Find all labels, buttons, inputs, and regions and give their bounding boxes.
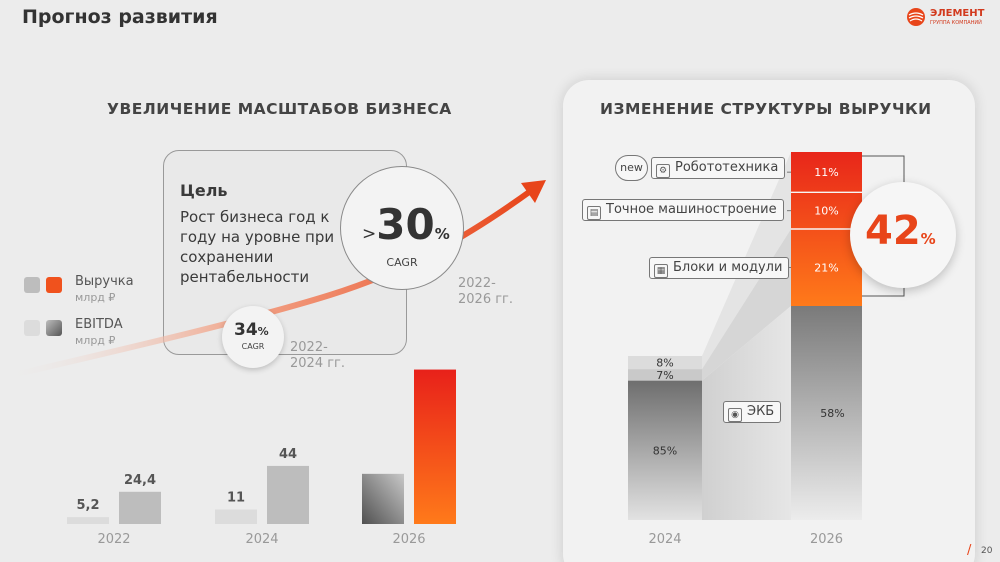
bar-label-2024-revenue: 44	[279, 447, 297, 462]
label-2024-machinery: 7%	[656, 369, 673, 382]
cagr-big-period: 2022- 2026 гг.	[458, 276, 514, 307]
callout-machinery: ▤ Точное машиностроение	[582, 199, 784, 221]
cagr-small-value: 34%	[234, 320, 269, 340]
bar-label-2024-ebitda: 11	[227, 490, 245, 505]
logo-name: ЭЛЕМЕНТ	[930, 8, 985, 19]
logo-mark-icon	[907, 8, 925, 26]
robot-arm-icon: ⚙	[656, 164, 670, 178]
label-2026-ekb: 58%	[820, 407, 844, 420]
legend-revenue-unit: млрд ₽	[75, 291, 116, 304]
page-title: Прогноз развития	[22, 6, 218, 28]
left-section-title: УВЕЛИЧЕНИЕ МАСШТАБОВ БИЗНЕСА	[107, 100, 452, 118]
legend-revenue-swatch-orange	[46, 277, 62, 293]
legend-ebitda-name: EBITDA	[75, 317, 123, 332]
callout-ekb-label: ЭКБ	[747, 404, 775, 419]
callout-blocks-label: Блоки и модули	[673, 260, 783, 275]
module-icon: ▦	[654, 264, 668, 278]
cagr-big-value: >30%	[362, 200, 450, 249]
callout-robotics-label: Робототехника	[675, 160, 779, 175]
cagr-small-number: 34	[234, 320, 258, 340]
logo-subtitle: ГРУППА КОМПАНИЙ	[930, 20, 982, 26]
segment-2024-ekb	[628, 380, 702, 520]
callout-blocks: ▦ Блоки и модули	[649, 257, 790, 279]
x-tick-2024: 2024	[648, 532, 681, 547]
label-2026-machinery: 10%	[814, 205, 838, 218]
cagr-big-circle	[340, 166, 464, 290]
label-2024-robotics: 8%	[656, 357, 673, 370]
x-tick-2024: 2024	[245, 532, 278, 547]
company-logo: ЭЛЕМЕНТ ГРУППА КОМПАНИЙ	[906, 7, 986, 29]
callout-machinery-label: Точное машиностроение	[606, 202, 777, 217]
goal-title: Цель	[180, 181, 228, 200]
label-2024-ekb: 85%	[653, 444, 677, 457]
legend-revenue-swatch-grey	[24, 277, 40, 293]
machine-icon: ▤	[587, 206, 601, 220]
new-segments-share-value: 42%	[865, 208, 936, 254]
x-tick-2026: 2026	[392, 532, 425, 547]
chip-icon: ◉	[728, 408, 742, 422]
bar-2026-ebitda	[362, 473, 404, 524]
segment-2026-ekb	[791, 306, 862, 520]
x-tick-2022: 2022	[97, 532, 130, 547]
cagr-big-prefix: >	[362, 224, 377, 244]
legend-ebitda-unit: млрд ₽	[75, 334, 116, 347]
cagr-small-unit: %	[257, 325, 269, 338]
cagr-small-period: 2022- 2024 гг.	[290, 340, 346, 371]
bar-2024-revenue	[267, 465, 309, 524]
bar-2022-revenue	[119, 491, 161, 524]
legend-ebitda-swatch-dark	[46, 320, 62, 336]
cagr-big-unit: %	[434, 225, 450, 243]
bar-2024-ebitda	[215, 509, 257, 524]
segment-2024-robotics	[628, 356, 702, 370]
label-2026-blocks: 21%	[814, 262, 838, 275]
goal-text: Рост бизнеса год к году на уровне при со…	[180, 208, 335, 286]
callout-ekb: ◉ ЭКБ	[723, 401, 782, 423]
page-number: 20	[981, 546, 993, 556]
cagr-big-caption: CAGR	[386, 256, 418, 269]
bar-2026-revenue	[414, 369, 456, 524]
cagr-small-caption: CAGR	[241, 342, 265, 351]
bar-2022-ebitda	[67, 517, 109, 524]
callout-robotics: ⚙ Робототехника	[651, 157, 786, 179]
legend-revenue-name: Выручка	[75, 274, 134, 289]
x-tick-2026: 2026	[810, 532, 843, 547]
label-2026-robotics: 11%	[814, 166, 838, 179]
right-section-title: ИЗМЕНЕНИЕ СТРУКТУРЫ ВЫРУЧКИ	[600, 100, 932, 118]
new-segments-share-circle	[850, 182, 956, 288]
share-number: 42	[865, 208, 921, 254]
new-badge: new	[615, 155, 648, 181]
legend-ebitda-swatch-light	[24, 320, 40, 336]
share-unit: %	[920, 230, 936, 248]
bar-label-2022-ebitda: 5,2	[76, 498, 99, 513]
bar-label-2022-revenue: 24,4	[124, 473, 156, 488]
cagr-small-circle	[222, 306, 284, 368]
page-number-slash-icon: /	[967, 543, 972, 558]
segment-2024-machinery	[628, 369, 702, 381]
cagr-big-number: 30	[376, 200, 435, 249]
